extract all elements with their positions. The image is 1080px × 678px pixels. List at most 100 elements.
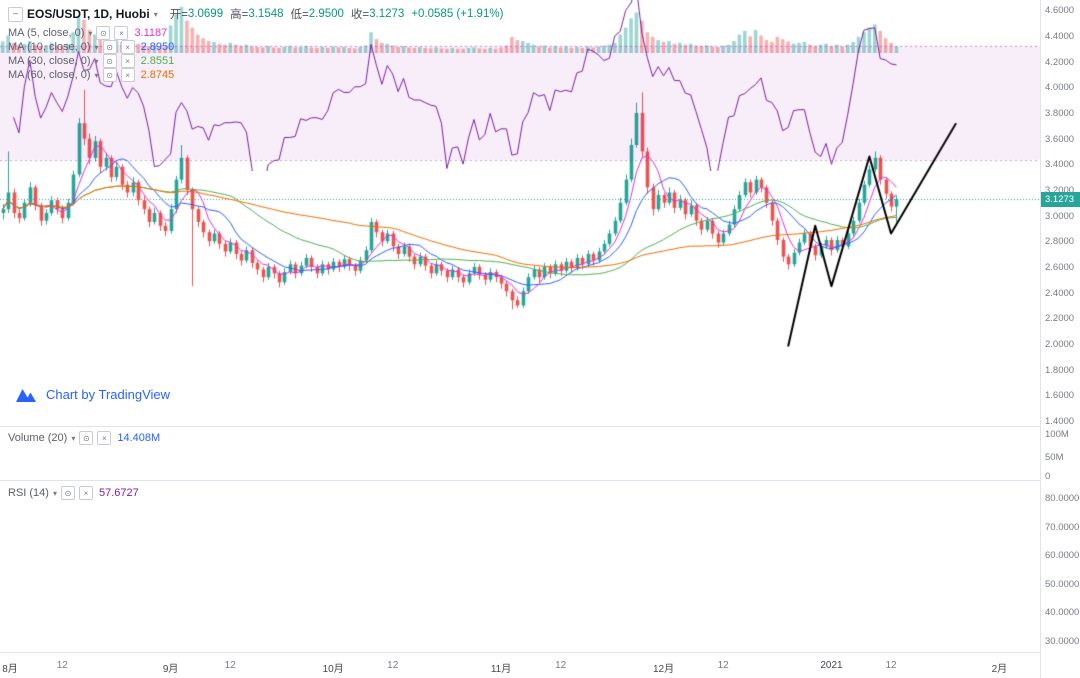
chevron-down-icon: ▾ — [71, 433, 76, 443]
indicator-row-ma-60: MA (60, close, 0) ▾ ⊙ × 2.8745 — [8, 68, 503, 82]
chevron-down-icon: ▾ — [94, 70, 99, 80]
symbol-title[interactable]: EOS/USDT, 1D, Huobi — [27, 7, 150, 21]
indicator-title[interactable]: RSI (14) — [8, 487, 49, 499]
indicator-title[interactable]: MA (60, close, 0) — [8, 69, 91, 81]
visibility-icon[interactable]: ⊙ — [96, 26, 111, 40]
volume-axis-label: 100M — [1045, 428, 1069, 440]
visibility-icon[interactable]: ⊙ — [60, 486, 75, 500]
indicator-value: 2.8950 — [140, 41, 175, 53]
price-axis-label: 2.4000 — [1045, 287, 1075, 299]
close-value: 3.1273 — [369, 8, 405, 20]
remove-icon[interactable]: × — [120, 68, 135, 82]
price-axis-label: 3.8000 — [1045, 107, 1075, 119]
last-price-badge: 3.1273 — [1041, 192, 1080, 208]
indicator-row-rsi: RSI (14) ▾ ⊙ × 57.6727 — [8, 486, 139, 500]
close-label: 收= — [350, 9, 370, 21]
tradingview-watermark[interactable]: Chart by TradingView — [14, 386, 170, 403]
price-axis-label: 4.0000 — [1045, 82, 1075, 94]
time-axis-label: 9月 — [162, 664, 179, 675]
change-value: +0.0585 (+1.91%) — [411, 8, 504, 20]
high-value: 3.1548 — [248, 8, 284, 20]
time-axis-label: 12月 — [652, 664, 675, 675]
indicator-title[interactable]: MA (30, close, 0) — [8, 55, 91, 67]
price-axis-label: 4.2000 — [1045, 56, 1075, 68]
symbol-header-row: − EOS/USDT, 1D, Huobi ▾ 开= 3.0699 高= 3.154… — [8, 4, 503, 24]
indicator-row-ma-5: MA (5, close, 0) ▾ ⊙ × 3.1187 — [8, 26, 503, 40]
visibility-icon[interactable]: ⊙ — [102, 68, 117, 82]
indicator-value: 2.8745 — [140, 69, 175, 81]
chevron-down-icon: ▾ — [94, 42, 99, 52]
price-axis-label: 4.6000 — [1045, 5, 1075, 17]
price-axis-label: 1.6000 — [1045, 390, 1075, 402]
time-axis-label: 11月 — [490, 664, 512, 675]
remove-icon[interactable]: × — [120, 54, 135, 68]
price-axis-label: 3.0000 — [1045, 210, 1075, 222]
price-axis-label: 1.4000 — [1045, 415, 1075, 427]
time-axis[interactable]: 8月 12 9月 12 10月 12 11月 12 12月 12 2021 12 2月 — [0, 653, 1040, 678]
time-axis-label: 12 — [717, 660, 729, 671]
high-label: 高= — [230, 9, 249, 21]
price-axis-label: 3.4000 — [1045, 159, 1075, 171]
price-axis-label: 1.8000 — [1045, 364, 1075, 376]
open-value: 3.0699 — [187, 8, 224, 20]
time-axis-label: 12 — [56, 660, 68, 671]
indicator-value: 2.8551 — [140, 55, 175, 67]
remove-icon[interactable]: × — [114, 26, 129, 40]
rsi-axis-label: 50.0000 — [1045, 578, 1080, 590]
price-axis-label: 3.2000 — [1045, 184, 1075, 196]
remove-icon[interactable]: × — [120, 40, 135, 54]
indicator-row-ma-30: MA (30, close, 0) ▾ ⊙ × 2.8551 — [8, 54, 503, 68]
rsi-axis-label: 40.0000 — [1045, 607, 1080, 619]
time-axis-label: 2月 — [991, 664, 1008, 675]
time-axis-label: 8月 — [2, 664, 18, 675]
rsi-axis-label: 30.0000 — [1045, 635, 1080, 647]
time-axis-label: 12 — [555, 660, 567, 671]
indicator-title[interactable]: MA (10, close, 0) — [8, 41, 91, 53]
pane-separator[interactable] — [0, 652, 1080, 653]
indicator-value: 14.408M — [117, 432, 161, 444]
chevron-down-icon: ▾ — [88, 28, 93, 38]
remove-icon[interactable]: × — [97, 431, 112, 445]
watermark-text: Chart by TradingView — [46, 387, 171, 402]
indicator-title[interactable]: Volume (20) — [8, 432, 68, 444]
ohlc-readout: 开= 3.0699 高= 3.1548 低= 2.9500 收= 3.1273 +0.0… — [168, 6, 504, 22]
tradingview-logo-icon — [16, 389, 36, 402]
low-label: 低= — [290, 9, 309, 21]
time-axis-label: 10月 — [322, 664, 344, 675]
chevron-down-icon: ▾ — [52, 488, 57, 498]
visibility-icon[interactable]: ⊙ — [102, 40, 117, 54]
volume-axis-label: 0 — [1045, 471, 1051, 482]
low-value: 2.9500 — [308, 8, 344, 20]
time-axis-label: 12 — [885, 660, 897, 671]
remove-icon[interactable]: × — [78, 486, 93, 500]
price-axis-label: 2.8000 — [1045, 236, 1075, 248]
rsi-axis-label: 60.0000 — [1045, 550, 1080, 562]
price-axis-label: 2.6000 — [1045, 261, 1075, 273]
pane-separator[interactable] — [0, 426, 1080, 427]
indicator-row-ma-10: MA (10, close, 0) ▾ ⊙ × 2.8950 — [8, 40, 503, 54]
visibility-icon[interactable]: ⊙ — [79, 431, 94, 445]
chart-legend: − EOS/USDT, 1D, Huobi ▾ 开= 3.0699 高= 3.154… — [8, 4, 503, 82]
indicator-value: 57.6727 — [98, 487, 139, 499]
price-axis[interactable]: 4.6000 4.4000 4.2000 4.0000 3.8000 3.6000 3.40… — [1040, 0, 1080, 678]
rsi-canvas[interactable] — [0, 0, 1040, 171]
pane-separator[interactable] — [0, 480, 1080, 481]
volume-axis-label: 50M — [1045, 451, 1064, 463]
price-axis-label: 2.2000 — [1045, 313, 1075, 325]
indicator-value: 3.1187 — [134, 27, 168, 39]
indicator-title[interactable]: MA (5, close, 0) — [8, 27, 85, 39]
price-axis-label: 4.4000 — [1045, 30, 1075, 42]
rsi-axis-label: 80.0000 — [1045, 493, 1080, 505]
price-axis-label: 2.0000 — [1045, 338, 1075, 350]
visibility-icon[interactable]: ⊙ — [102, 54, 117, 68]
time-axis-label: 12 — [224, 660, 236, 671]
rsi-axis-label: 70.0000 — [1045, 521, 1080, 533]
time-axis-label: 2021 — [820, 660, 843, 671]
collapse-pane-icon[interactable]: − — [8, 6, 23, 22]
time-axis-label: 12 — [387, 660, 399, 671]
chevron-down-icon: ▾ — [153, 9, 158, 19]
price-axis-label: 3.6000 — [1045, 133, 1075, 145]
indicator-row-volume: Volume (20) ▾ ⊙ × 14.408M — [8, 431, 160, 445]
open-label: 开= — [169, 9, 188, 21]
